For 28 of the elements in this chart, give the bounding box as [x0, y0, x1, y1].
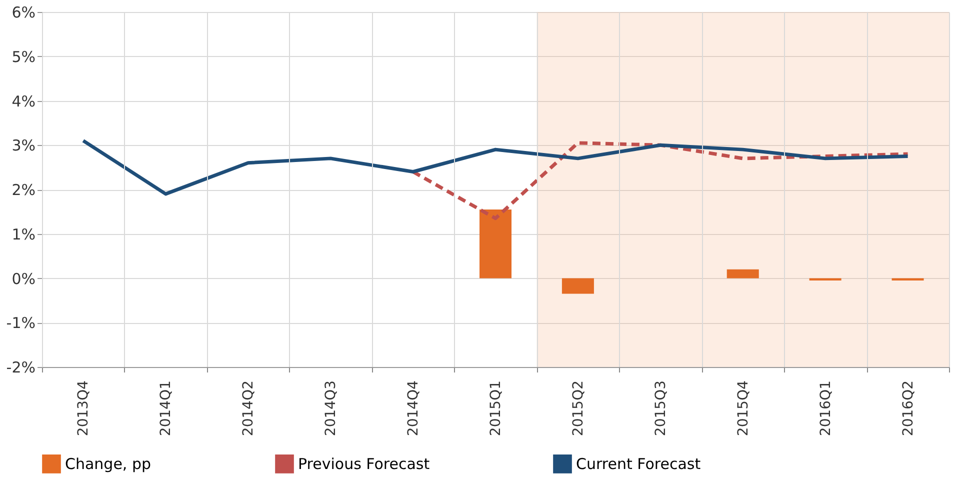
legend-label: Change, pp: [65, 454, 152, 473]
x-tick-label: 2015Q4: [735, 380, 752, 436]
x-tick-label: 2015Q3: [652, 380, 669, 436]
x-tick-label: 2014Q3: [323, 380, 340, 436]
x-tick-label: 2016Q1: [818, 380, 834, 436]
y-tick-label: 5%: [12, 48, 36, 66]
y-tick-label: 4%: [12, 92, 36, 110]
bar: [480, 209, 512, 278]
x-tick-label: 2014Q2: [240, 380, 257, 436]
y-tick-label: 6%: [12, 4, 36, 22]
y-tick-label: -2%: [6, 358, 36, 376]
line-series: [81, 138, 910, 196]
x-tick-label: 2013Q4: [76, 380, 92, 436]
y-tick-label: 0%: [12, 270, 36, 288]
x-tick-label: 2016Q2: [900, 380, 916, 436]
y-tick-label: -1%: [6, 314, 36, 332]
x-tick-label: 2015Q2: [570, 380, 586, 436]
x-tick-label: 2014Q4: [406, 380, 422, 436]
legend-label: Current Forecast: [576, 454, 701, 473]
x-tick-label: 2014Q1: [158, 380, 174, 436]
y-tick-label: 2%: [12, 181, 36, 199]
bar: [726, 269, 759, 278]
y-tick-label: 3%: [12, 136, 36, 155]
y-tick-label: 1%: [12, 225, 36, 244]
legend-label: Previous Forecast: [298, 454, 430, 473]
x-tick-label: 2015Q1: [488, 380, 504, 436]
line-series: [411, 141, 910, 220]
bar: [562, 278, 594, 294]
